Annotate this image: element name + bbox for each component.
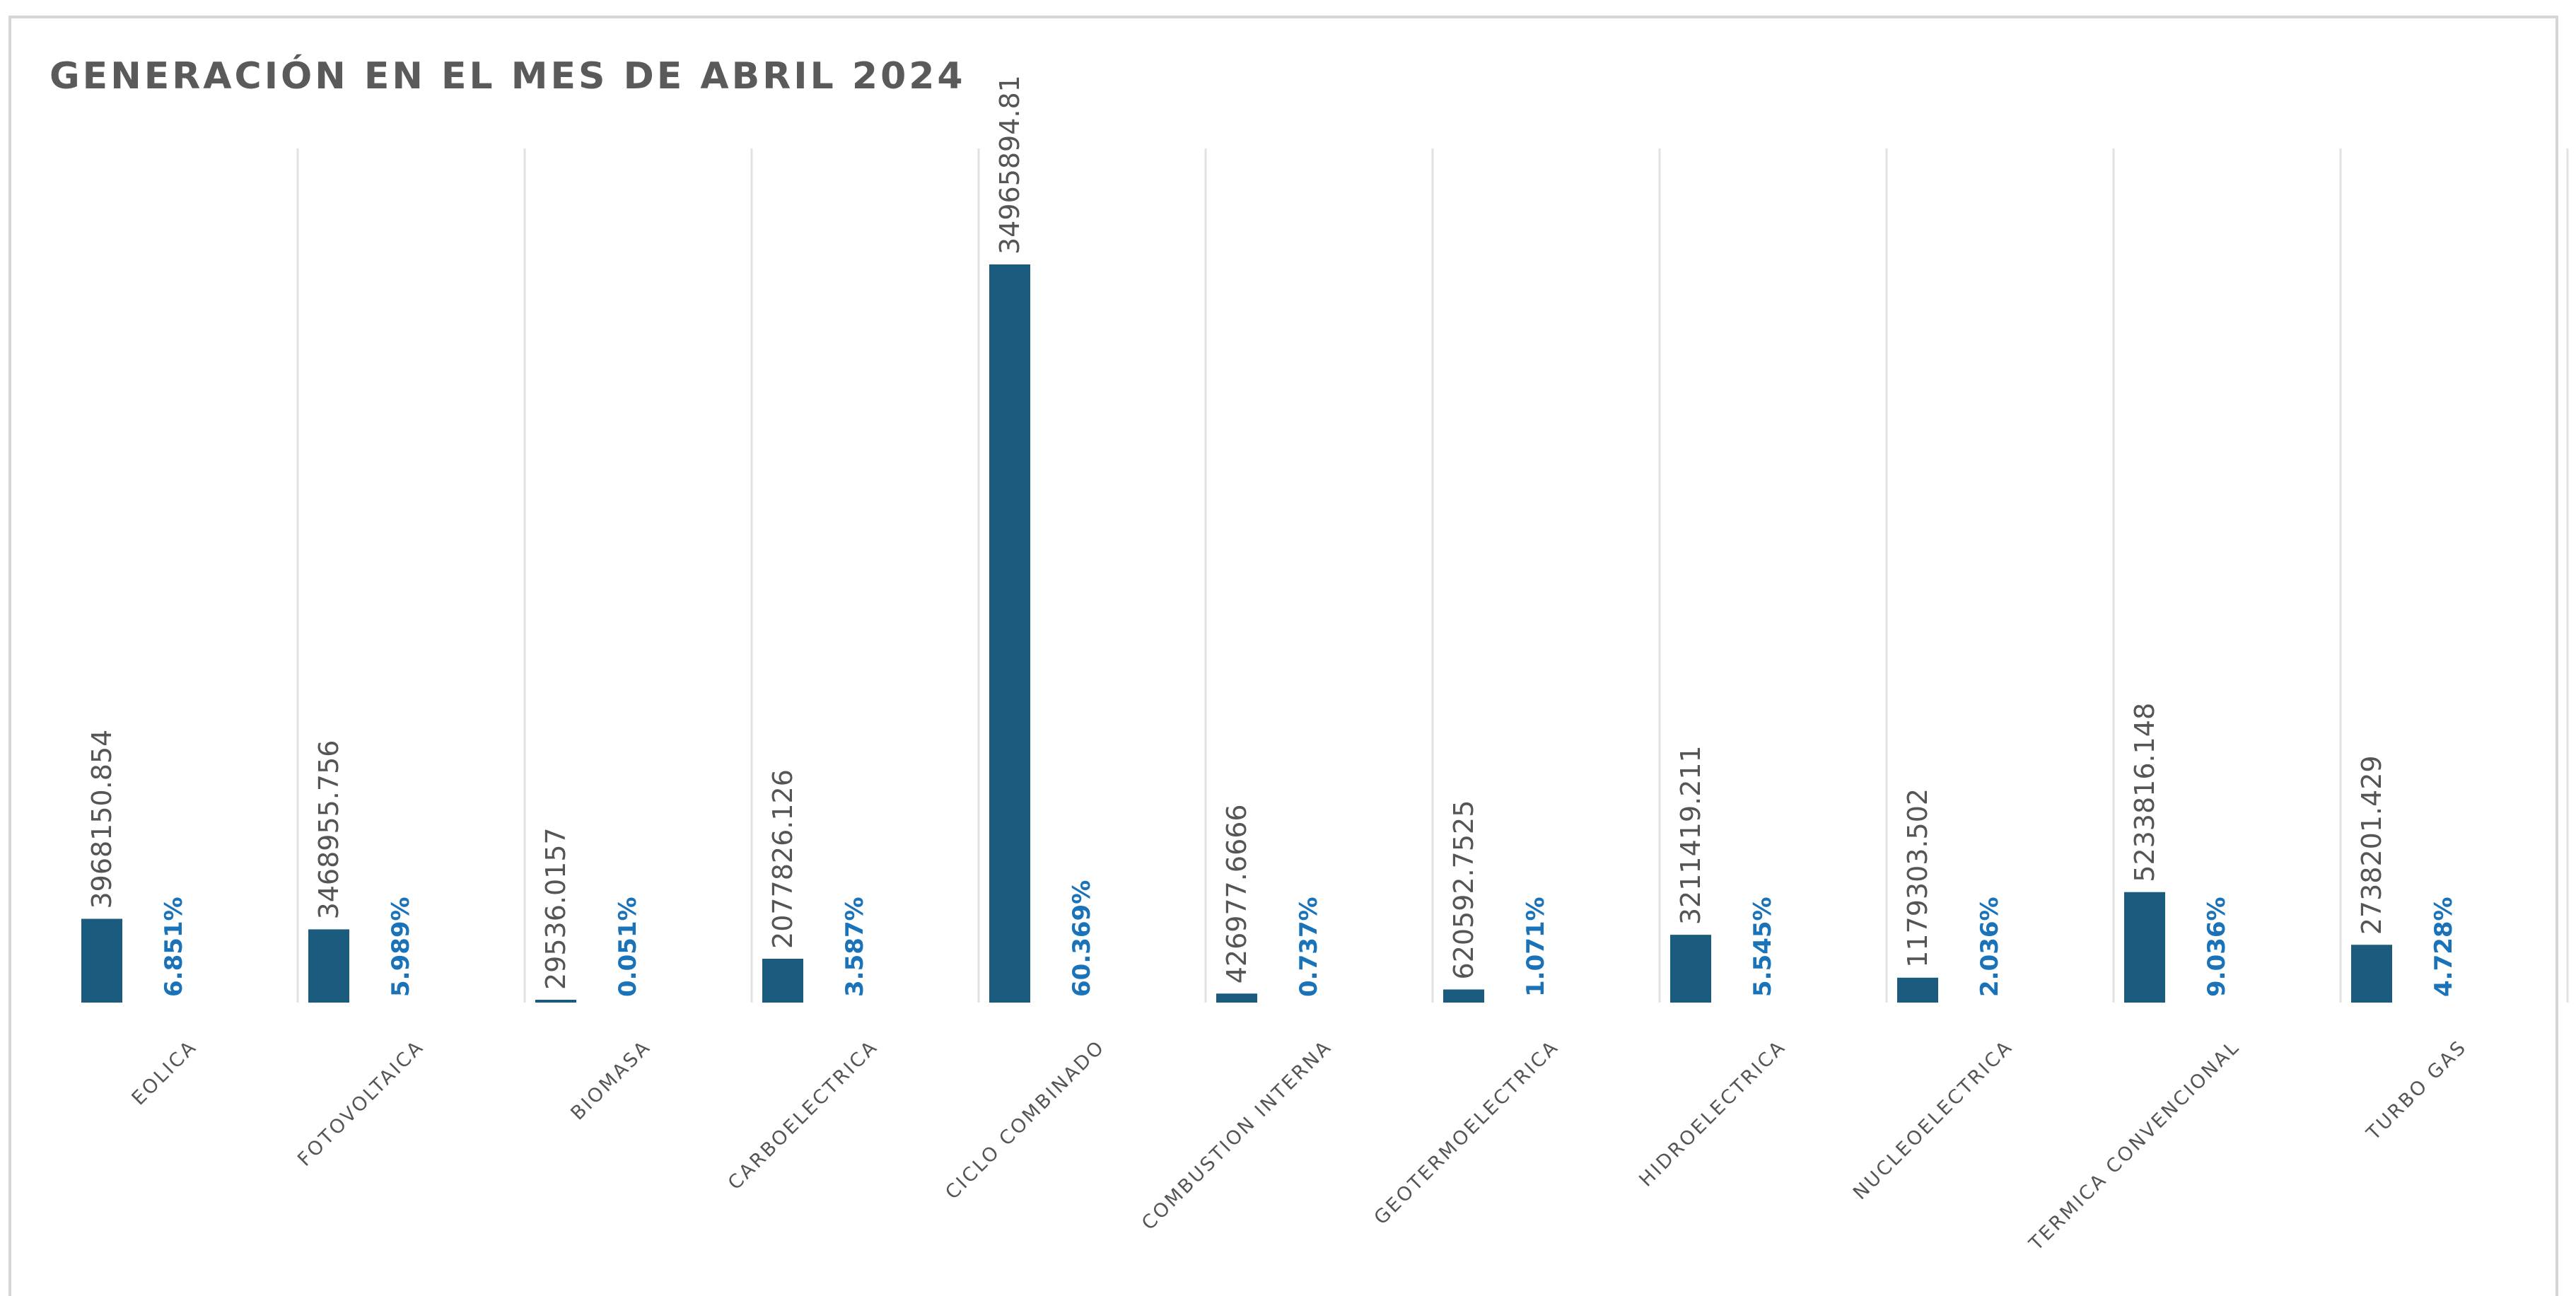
bars [81,264,2392,1003]
category-label: CICLO COMBINADO [941,1036,1109,1204]
grid-lines [296,148,2569,1003]
percent-label: 60.369% [1068,880,1096,997]
chart-title: GENERACIÓN EN EL MES DE ABRIL 2024 [49,55,966,98]
percent-label: 4.728% [2430,897,2458,997]
category-label: TERMICA CONVENCIONAL [2024,1036,2244,1256]
value-label: 3468955.756 [313,740,344,920]
percent-label: 5.545% [1749,897,1777,997]
value-label: 34965894.81 [994,75,1025,255]
percent-label: 0.051% [614,897,642,997]
value-label: 2077826.126 [767,769,798,949]
category-label: NUCLEOELECTRICA [1849,1036,2017,1204]
bar [1897,977,1938,1003]
value-label: 1179303.502 [1902,788,1933,968]
bar [1670,935,1711,1003]
bar [308,929,349,1003]
category-label: COMBUSTION INTERNA [1138,1036,1336,1234]
percent-label: 0.737% [1295,897,1323,997]
value-label: 2738201.429 [2356,755,2387,935]
bar [1443,989,1484,1003]
chart-frame [8,16,2558,1296]
category-label: HIDROELECTRICA [1635,1036,1790,1191]
percent-label: 9.036% [2203,897,2231,997]
category-label: TURBO GAS [2362,1036,2471,1145]
bar [762,958,803,1003]
bar [2351,945,2392,1003]
value-label: 5233816.148 [2129,703,2160,882]
percent-label: 3.587% [841,897,869,997]
value-label: 620592.7525 [1448,800,1479,980]
bar [81,918,122,1003]
bar [1216,993,1257,1003]
category-label: FOTOVOLTAICA [293,1036,429,1171]
percent-label: 6.851% [160,897,188,997]
bar [2124,892,2165,1003]
value-label: 426977.6666 [1221,804,1252,983]
bar [535,1000,576,1003]
category-label: EOLICA [128,1036,202,1109]
bar [989,264,1030,1003]
category-label: CARBOELECTRICA [724,1036,882,1194]
percent-label: 5.989% [387,897,415,997]
data-labels: 3968150.854 6.851% 3468955.756 5.989% 29536.… [86,75,2458,997]
value-label: 29536.0157 [540,827,571,990]
category-label: GEOTERMOELECTRICA [1370,1036,1563,1229]
value-label: 3968150.854 [86,730,117,909]
value-label: 3211419.211 [1675,745,1706,925]
category-labels: EOLICA FOTOVOLTAICA BIOMASA CARBOELECTRICA C… [128,1036,2471,1256]
category-label: BIOMASA [566,1036,655,1125]
percent-label: 1.071% [1522,897,1550,997]
percent-label: 2.036% [1976,897,2004,997]
